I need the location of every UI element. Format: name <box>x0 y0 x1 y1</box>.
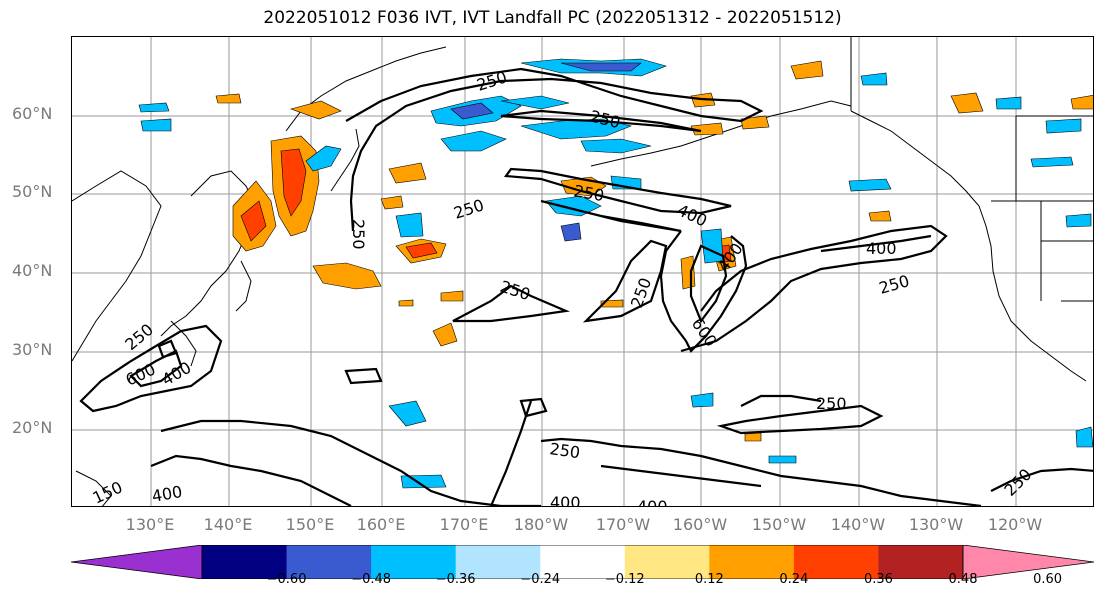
colorbar-tick-label: 0.12 <box>694 572 724 587</box>
lon-label-160e: 160°E <box>356 515 406 534</box>
lat-label-50n: 50°N <box>12 182 53 201</box>
lon-label-130e: 130°E <box>125 515 175 534</box>
lat-label-60n: 60°N <box>12 104 53 123</box>
lat-label-40n: 40°N <box>12 261 53 280</box>
colorbar-tick-label: −0.24 <box>520 572 561 587</box>
lon-label-170e: 170°E <box>439 515 489 534</box>
lon-label-150w: 150°W <box>751 515 807 534</box>
colorbar-segment <box>540 545 626 579</box>
contour-label: 400 <box>637 497 668 507</box>
lon-label-170w: 170°W <box>595 515 651 534</box>
contour-label: 250 <box>1000 465 1035 500</box>
colorbar <box>71 545 1094 579</box>
colorbar-segment <box>624 545 710 579</box>
contour-label: 400 <box>866 239 897 258</box>
lon-label-120w: 120°W <box>987 515 1043 534</box>
colorbar-segment <box>793 545 879 579</box>
graticule <box>72 37 1093 506</box>
colorbar-tick-label: 0.36 <box>863 572 893 587</box>
colorbar-segment <box>878 545 964 579</box>
contour-label: 400 <box>674 200 710 230</box>
contour-label: 250 <box>548 439 581 462</box>
colorbar-tick-label: −0.60 <box>266 572 307 587</box>
colorbar-segment <box>709 545 795 579</box>
coastlines <box>72 37 1093 506</box>
colorbar-segment <box>371 545 457 579</box>
colorbar-segment <box>202 545 288 579</box>
contour-label: 250 <box>498 277 533 305</box>
lon-label-150e: 150°E <box>285 515 335 534</box>
colorbar-tick-label: 0.48 <box>948 572 978 587</box>
map-panel: 250 250 250 250 250 250 250 250 250 250 … <box>71 36 1094 507</box>
colorbar-tick-label: 0.24 <box>779 572 809 587</box>
contour-label: 250 <box>451 195 486 223</box>
ivt-contours <box>79 67 1093 506</box>
map-canvas: 250 250 250 250 250 250 250 250 250 250 … <box>72 37 1093 507</box>
colorbar-tick-label: −0.12 <box>604 572 645 587</box>
contour-label: 250 <box>474 67 509 95</box>
contour-label: 150 <box>90 477 126 507</box>
contour-label: 400 <box>159 358 195 390</box>
contour-label: 250 <box>877 271 912 298</box>
contour-label: 250 <box>816 394 847 413</box>
lon-label-140e: 140°E <box>203 515 253 534</box>
lon-label-130w: 130°W <box>908 515 964 534</box>
contour-label: 400 <box>150 482 183 506</box>
contour-label: 600 <box>688 314 721 350</box>
colorbar-tick-label: 0.60 <box>1033 572 1063 587</box>
pc-shading <box>138 58 1093 489</box>
lon-label-160w: 160°W <box>672 515 728 534</box>
colorbar-tick-label: −0.36 <box>435 572 476 587</box>
lat-label-30n: 30°N <box>12 340 53 359</box>
colorbar-segment <box>286 545 372 579</box>
lat-label-20n: 20°N <box>12 418 53 437</box>
contour-label: 250 <box>627 275 655 310</box>
colorbar-extend-high <box>962 545 1094 579</box>
lon-label-180w: 180°W <box>513 515 569 534</box>
contour-label: 400 <box>550 493 581 507</box>
contour-label: 250 <box>349 219 368 250</box>
colorbar-segment <box>455 545 541 579</box>
colorbar-tick-label: −0.48 <box>351 572 392 587</box>
map-title: 2022051012 F036 IVT, IVT Landfall PC (20… <box>263 8 842 28</box>
colorbar-extend-low <box>71 545 203 579</box>
lon-label-140w: 140°W <box>830 515 886 534</box>
